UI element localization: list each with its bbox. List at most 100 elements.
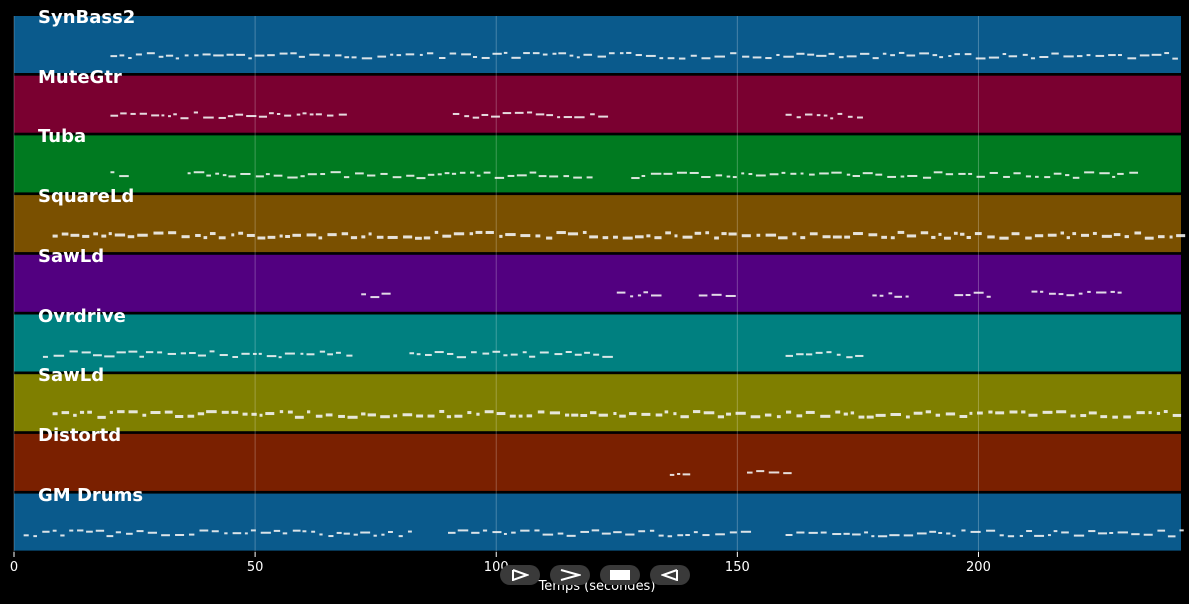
note-mark	[1076, 55, 1083, 58]
note-mark	[750, 415, 761, 419]
note-mark	[338, 414, 345, 418]
note-mark	[244, 532, 248, 535]
note-mark	[925, 410, 932, 414]
note-mark	[549, 175, 559, 178]
note-mark	[1172, 413, 1182, 417]
note-mark	[959, 414, 968, 418]
note-mark	[335, 54, 342, 57]
note-mark	[287, 176, 298, 179]
note-mark	[60, 534, 65, 537]
note-mark	[246, 233, 255, 237]
note-mark	[897, 230, 905, 234]
note-mark	[1070, 414, 1076, 418]
note-mark	[315, 113, 322, 116]
note-mark	[807, 53, 815, 56]
note-mark	[444, 172, 450, 175]
note-mark	[453, 232, 465, 236]
note-mark	[279, 234, 283, 238]
note-mark	[783, 472, 792, 475]
note-mark	[999, 236, 1009, 240]
note-mark	[344, 56, 350, 59]
note-mark	[537, 410, 545, 414]
note-mark	[361, 293, 367, 296]
note-mark	[1117, 172, 1124, 175]
note-mark	[1060, 231, 1065, 235]
note-mark	[1151, 53, 1162, 56]
note-mark	[554, 353, 563, 356]
note-mark	[1080, 233, 1090, 237]
note-mark	[846, 55, 857, 58]
note-mark	[703, 411, 715, 415]
note-mark	[206, 174, 211, 177]
note-mark	[242, 412, 248, 416]
note-mark	[945, 173, 954, 176]
note-mark	[1047, 534, 1051, 537]
note-mark	[79, 410, 85, 414]
note-mark	[590, 113, 595, 116]
note-mark	[890, 413, 901, 417]
track-name: Distortd	[38, 424, 122, 446]
note-mark	[973, 291, 984, 294]
note-mark	[306, 353, 315, 356]
note-mark	[416, 414, 424, 418]
note-mark	[1078, 292, 1083, 295]
note-mark	[667, 535, 673, 538]
note-mark	[576, 56, 580, 59]
note-mark	[187, 414, 195, 418]
stop-button[interactable]	[600, 565, 640, 585]
note-mark	[368, 232, 372, 236]
note-mark	[735, 411, 746, 415]
note-mark	[380, 415, 390, 419]
note-mark	[538, 175, 547, 178]
note-mark	[808, 531, 818, 534]
note-mark	[52, 529, 57, 532]
note-mark	[95, 529, 105, 532]
note-mark	[461, 53, 471, 56]
note-mark	[1097, 532, 1108, 535]
note-mark	[1088, 411, 1097, 415]
back-button[interactable]	[650, 565, 690, 585]
note-mark	[199, 529, 209, 532]
note-mark	[1179, 529, 1184, 532]
note-mark	[161, 534, 170, 537]
note-mark	[343, 532, 350, 535]
note-mark	[130, 112, 136, 115]
note-mark	[195, 233, 201, 237]
note-mark	[898, 51, 905, 54]
note-mark	[1007, 535, 1015, 538]
forward-button[interactable]	[550, 565, 590, 585]
note-mark	[197, 354, 206, 357]
note-mark	[890, 236, 895, 240]
note-mark	[376, 235, 384, 239]
note-mark	[1072, 232, 1077, 236]
note-mark	[630, 295, 634, 298]
note-mark	[1003, 175, 1010, 178]
note-mark	[1019, 534, 1023, 537]
note-mark	[502, 112, 512, 115]
play-button[interactable]	[500, 565, 540, 585]
note-mark	[809, 173, 815, 176]
note-mark	[853, 232, 863, 236]
note-mark	[535, 113, 545, 116]
note-mark	[351, 56, 357, 59]
note-mark	[858, 415, 865, 419]
note-mark	[879, 294, 884, 297]
note-mark	[689, 171, 699, 174]
x-tick-label: 150	[724, 560, 750, 575]
note-mark	[273, 529, 281, 532]
note-mark	[1061, 531, 1069, 534]
note-mark	[796, 353, 804, 356]
note-mark	[335, 351, 341, 354]
note-mark	[434, 351, 444, 354]
note-mark	[701, 57, 711, 60]
note-mark	[698, 294, 708, 297]
note-mark	[714, 236, 719, 240]
note-mark	[215, 172, 220, 175]
note-mark	[87, 410, 92, 414]
note-mark	[227, 115, 234, 118]
note-mark	[864, 531, 869, 534]
note-mark	[1073, 534, 1085, 537]
note-mark	[999, 534, 1004, 537]
note-mark	[503, 532, 507, 535]
note-mark	[800, 172, 804, 175]
